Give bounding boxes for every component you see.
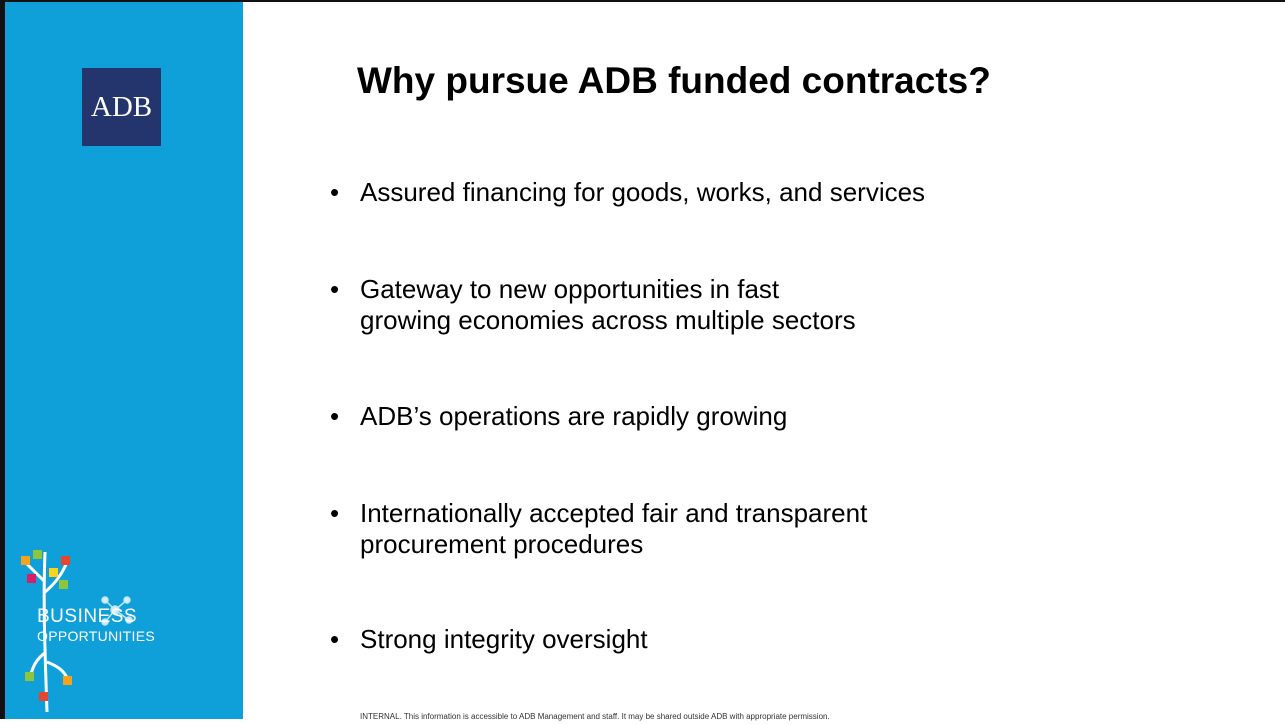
bullet: Strong integrity oversight [330, 624, 1080, 655]
brand: BUSINESS OPPORTUNITIES [5, 542, 243, 719]
bullet: Assured financing for goods, works, and … [330, 177, 1080, 208]
logo: ADB [82, 68, 161, 146]
slide-title: Why pursue ADB funded contracts? [357, 60, 991, 102]
bullet: ADB’s operations are rapidly growing [330, 401, 1080, 432]
brand-line: BUSINESS [37, 606, 137, 628]
sidebar: ADB BUSINESS OPPORTUNITIES [5, 2, 243, 719]
bullet: Internationally accepted fair and transp… [330, 498, 880, 560]
footer-note: INTERNAL. This information is accessible… [360, 712, 830, 721]
brand-line: OPPORTUNITIES [37, 628, 155, 644]
slide: ADB BUSINESS OPPORTUNITIES Why pursue AD… [0, 0, 1285, 719]
bullet: Gateway to new opportunities in fast gro… [330, 274, 860, 336]
